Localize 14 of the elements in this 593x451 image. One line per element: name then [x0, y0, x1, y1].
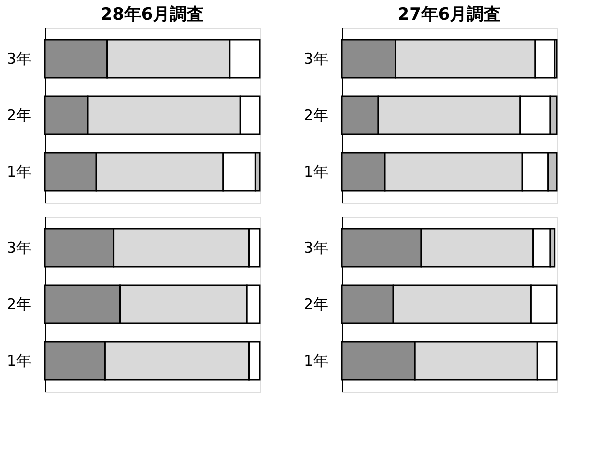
- y-tick-label: 3年: [6, 239, 32, 258]
- y-tick-label: 2年: [6, 296, 32, 314]
- y-tick-label: 2年: [304, 106, 328, 124]
- y-tick-label: 1年: [6, 352, 32, 370]
- y-tick-label: 1年: [304, 352, 328, 370]
- y-tick-label: 1年: [304, 162, 328, 181]
- y-tick-label: 3年: [304, 50, 328, 68]
- y-tick-label: 2年: [304, 296, 328, 314]
- y-tick-label: 3年: [304, 239, 328, 258]
- y-tick-label: 3年: [6, 50, 32, 68]
- chart-title: 27年6月調査: [398, 5, 502, 25]
- y-tick-label: 1年: [6, 162, 32, 181]
- y-tick-label: 2年: [6, 106, 32, 124]
- chart-title: 28年6月調査: [100, 5, 204, 25]
